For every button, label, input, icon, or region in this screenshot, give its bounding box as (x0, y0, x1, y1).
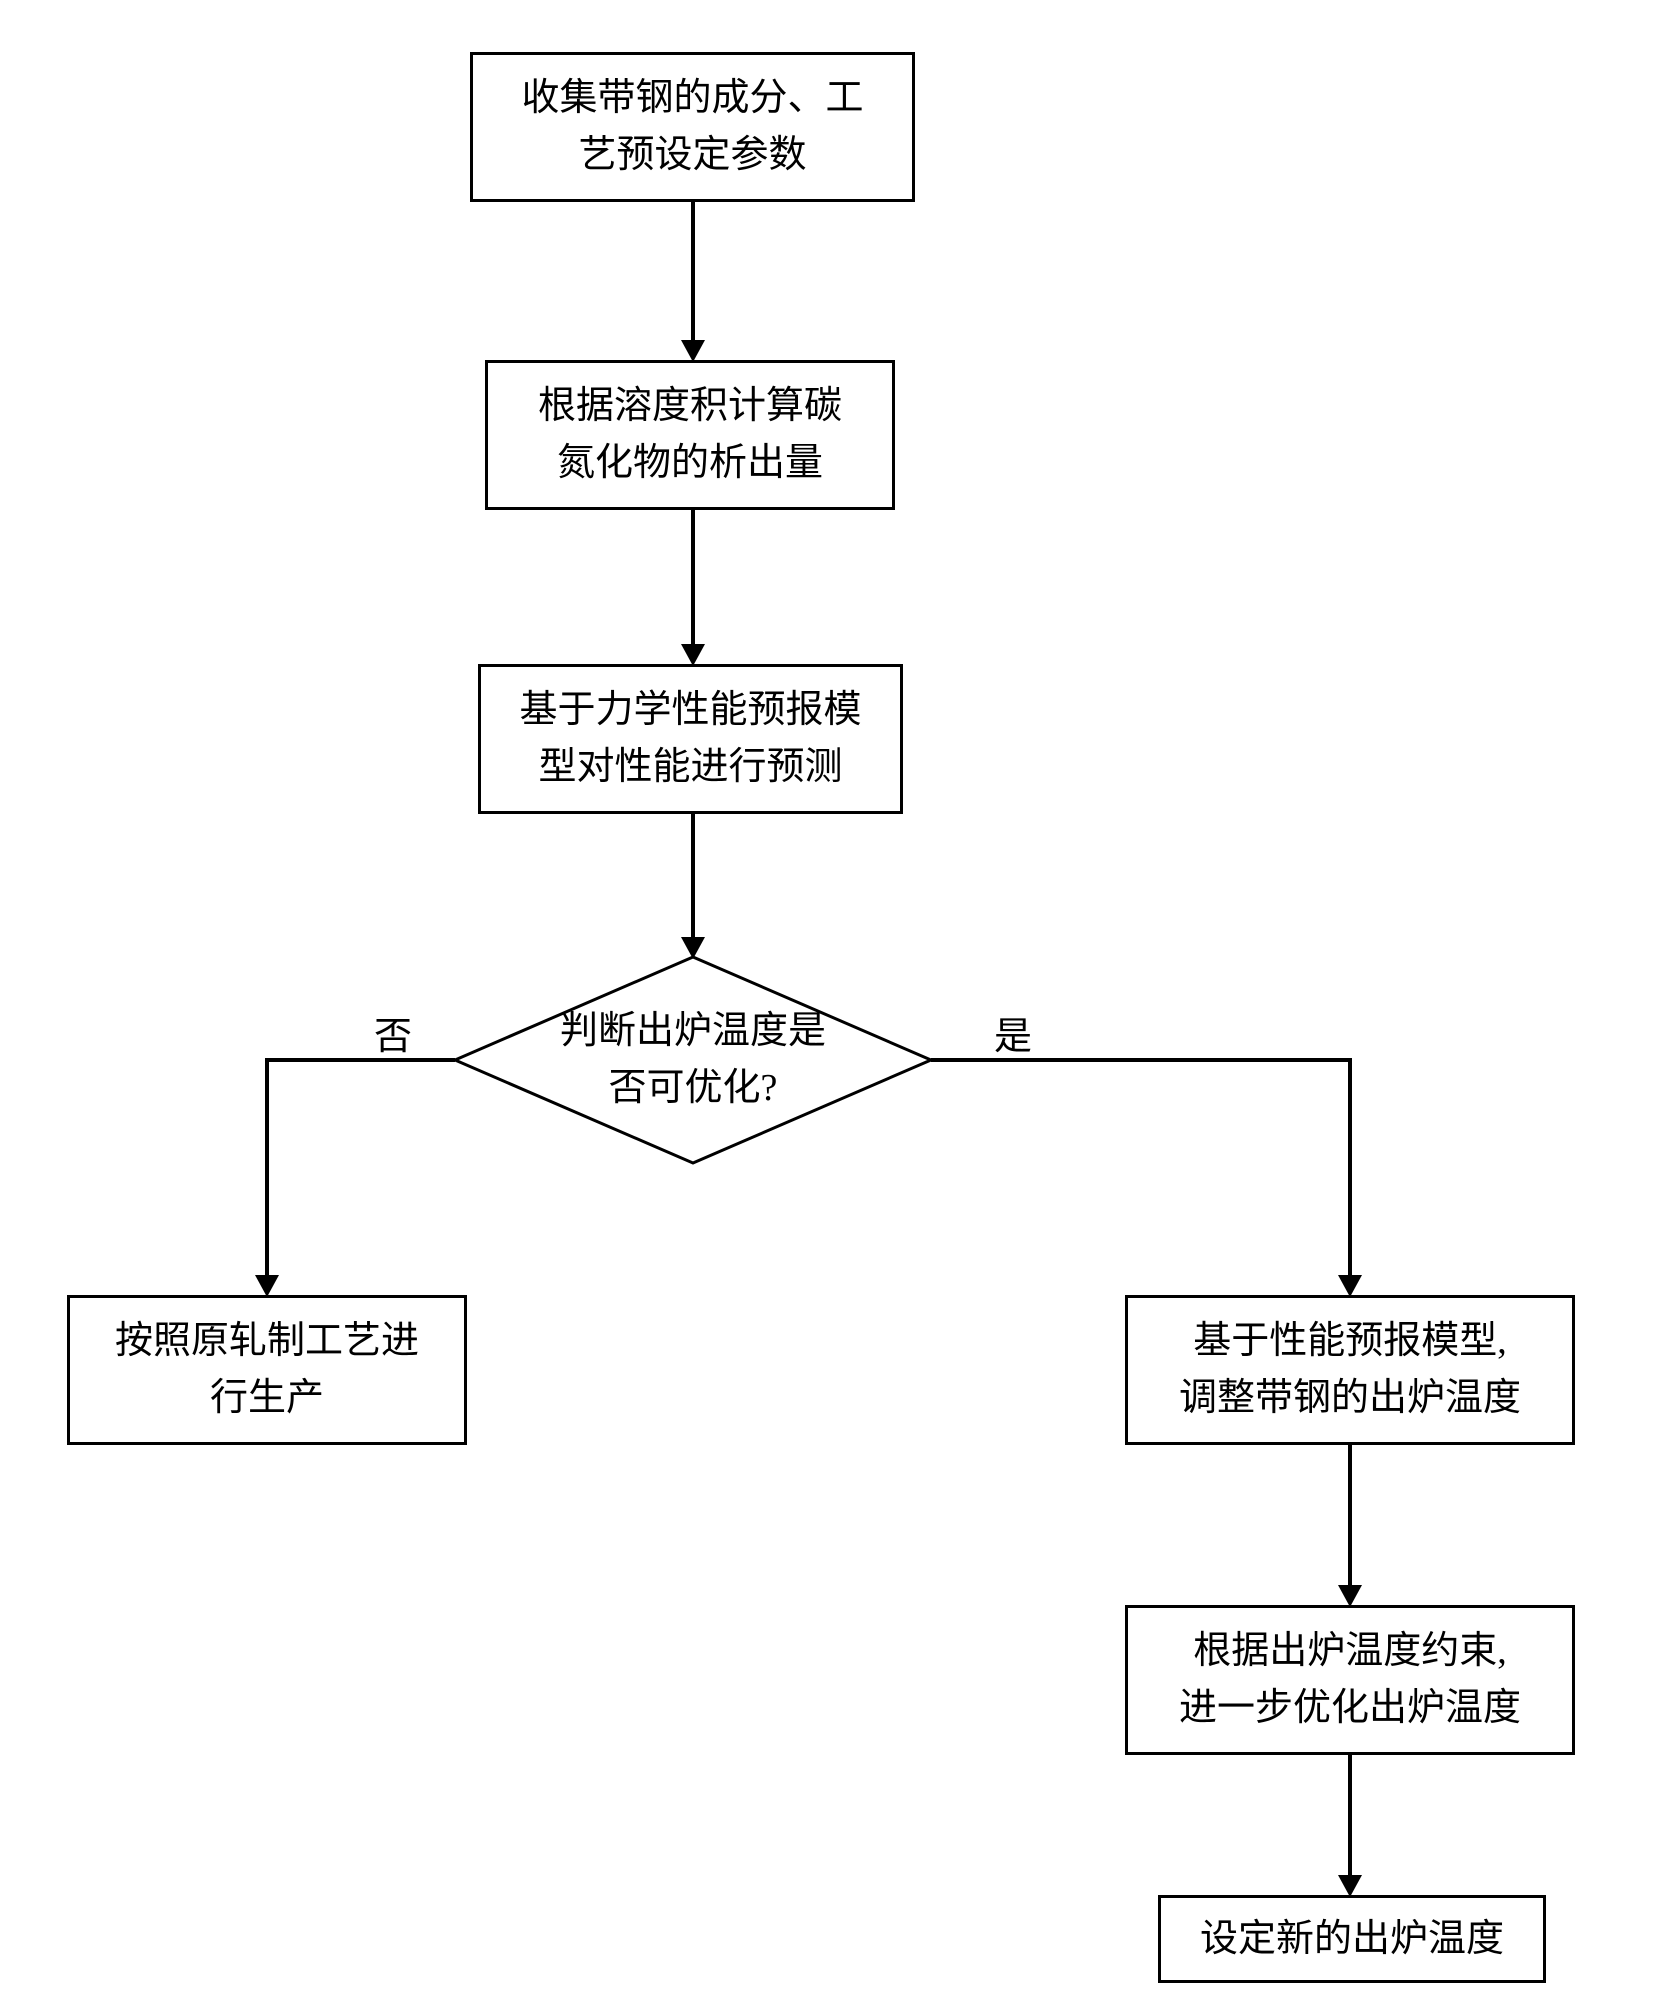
edge (931, 1058, 1350, 1062)
edge (691, 814, 695, 937)
branch-label-no: 否 (370, 1005, 416, 1060)
node-label: 收集带钢的成分、工艺预设定参数 (521, 70, 863, 184)
node-label: 按照原轧制工艺进行生产 (115, 1313, 419, 1427)
node-optimize-temperature: 根据出炉温度约束,进一步优化出炉温度 (1125, 1605, 1575, 1755)
node-label: 判断出炉温度是否可优化? (560, 1003, 826, 1117)
edge (1348, 1755, 1352, 1875)
node-solubility-calc: 根据溶度积计算碳氮化物的析出量 (485, 360, 895, 510)
node-collect-params: 收集带钢的成分、工艺预设定参数 (470, 52, 915, 202)
edge (1348, 1058, 1352, 1275)
edge (691, 202, 695, 340)
node-original-process: 按照原轧制工艺进行生产 (67, 1295, 467, 1445)
flowchart-container: 收集带钢的成分、工艺预设定参数 根据溶度积计算碳氮化物的析出量 基于力学性能预报… (0, 0, 1673, 2004)
edge (1348, 1445, 1352, 1585)
node-label: 设定新的出炉温度 (1200, 1911, 1504, 1968)
edge (691, 510, 695, 644)
node-performance-predict: 基于力学性能预报模型对性能进行预测 (478, 664, 903, 814)
arrow-down-icon (1338, 1585, 1362, 1607)
edge (265, 1058, 455, 1062)
node-label: 根据出炉温度约束,进一步优化出炉温度 (1179, 1623, 1521, 1737)
arrow-down-icon (681, 644, 705, 666)
arrow-down-icon (1338, 1875, 1362, 1897)
node-label: 基于性能预报模型,调整带钢的出炉温度 (1179, 1313, 1521, 1427)
node-set-new-temperature: 设定新的出炉温度 (1158, 1895, 1546, 1983)
arrow-down-icon (681, 340, 705, 362)
node-adjust-temperature: 基于性能预报模型,调整带钢的出炉温度 (1125, 1295, 1575, 1445)
branch-label-yes: 是 (990, 1005, 1036, 1060)
node-decision-text: 判断出炉温度是否可优化? (453, 955, 933, 1165)
arrow-down-icon (255, 1275, 279, 1297)
arrow-down-icon (1338, 1275, 1362, 1297)
node-label: 根据溶度积计算碳氮化物的析出量 (538, 378, 842, 492)
edge (265, 1058, 269, 1275)
node-label: 基于力学性能预报模型对性能进行预测 (519, 682, 861, 796)
